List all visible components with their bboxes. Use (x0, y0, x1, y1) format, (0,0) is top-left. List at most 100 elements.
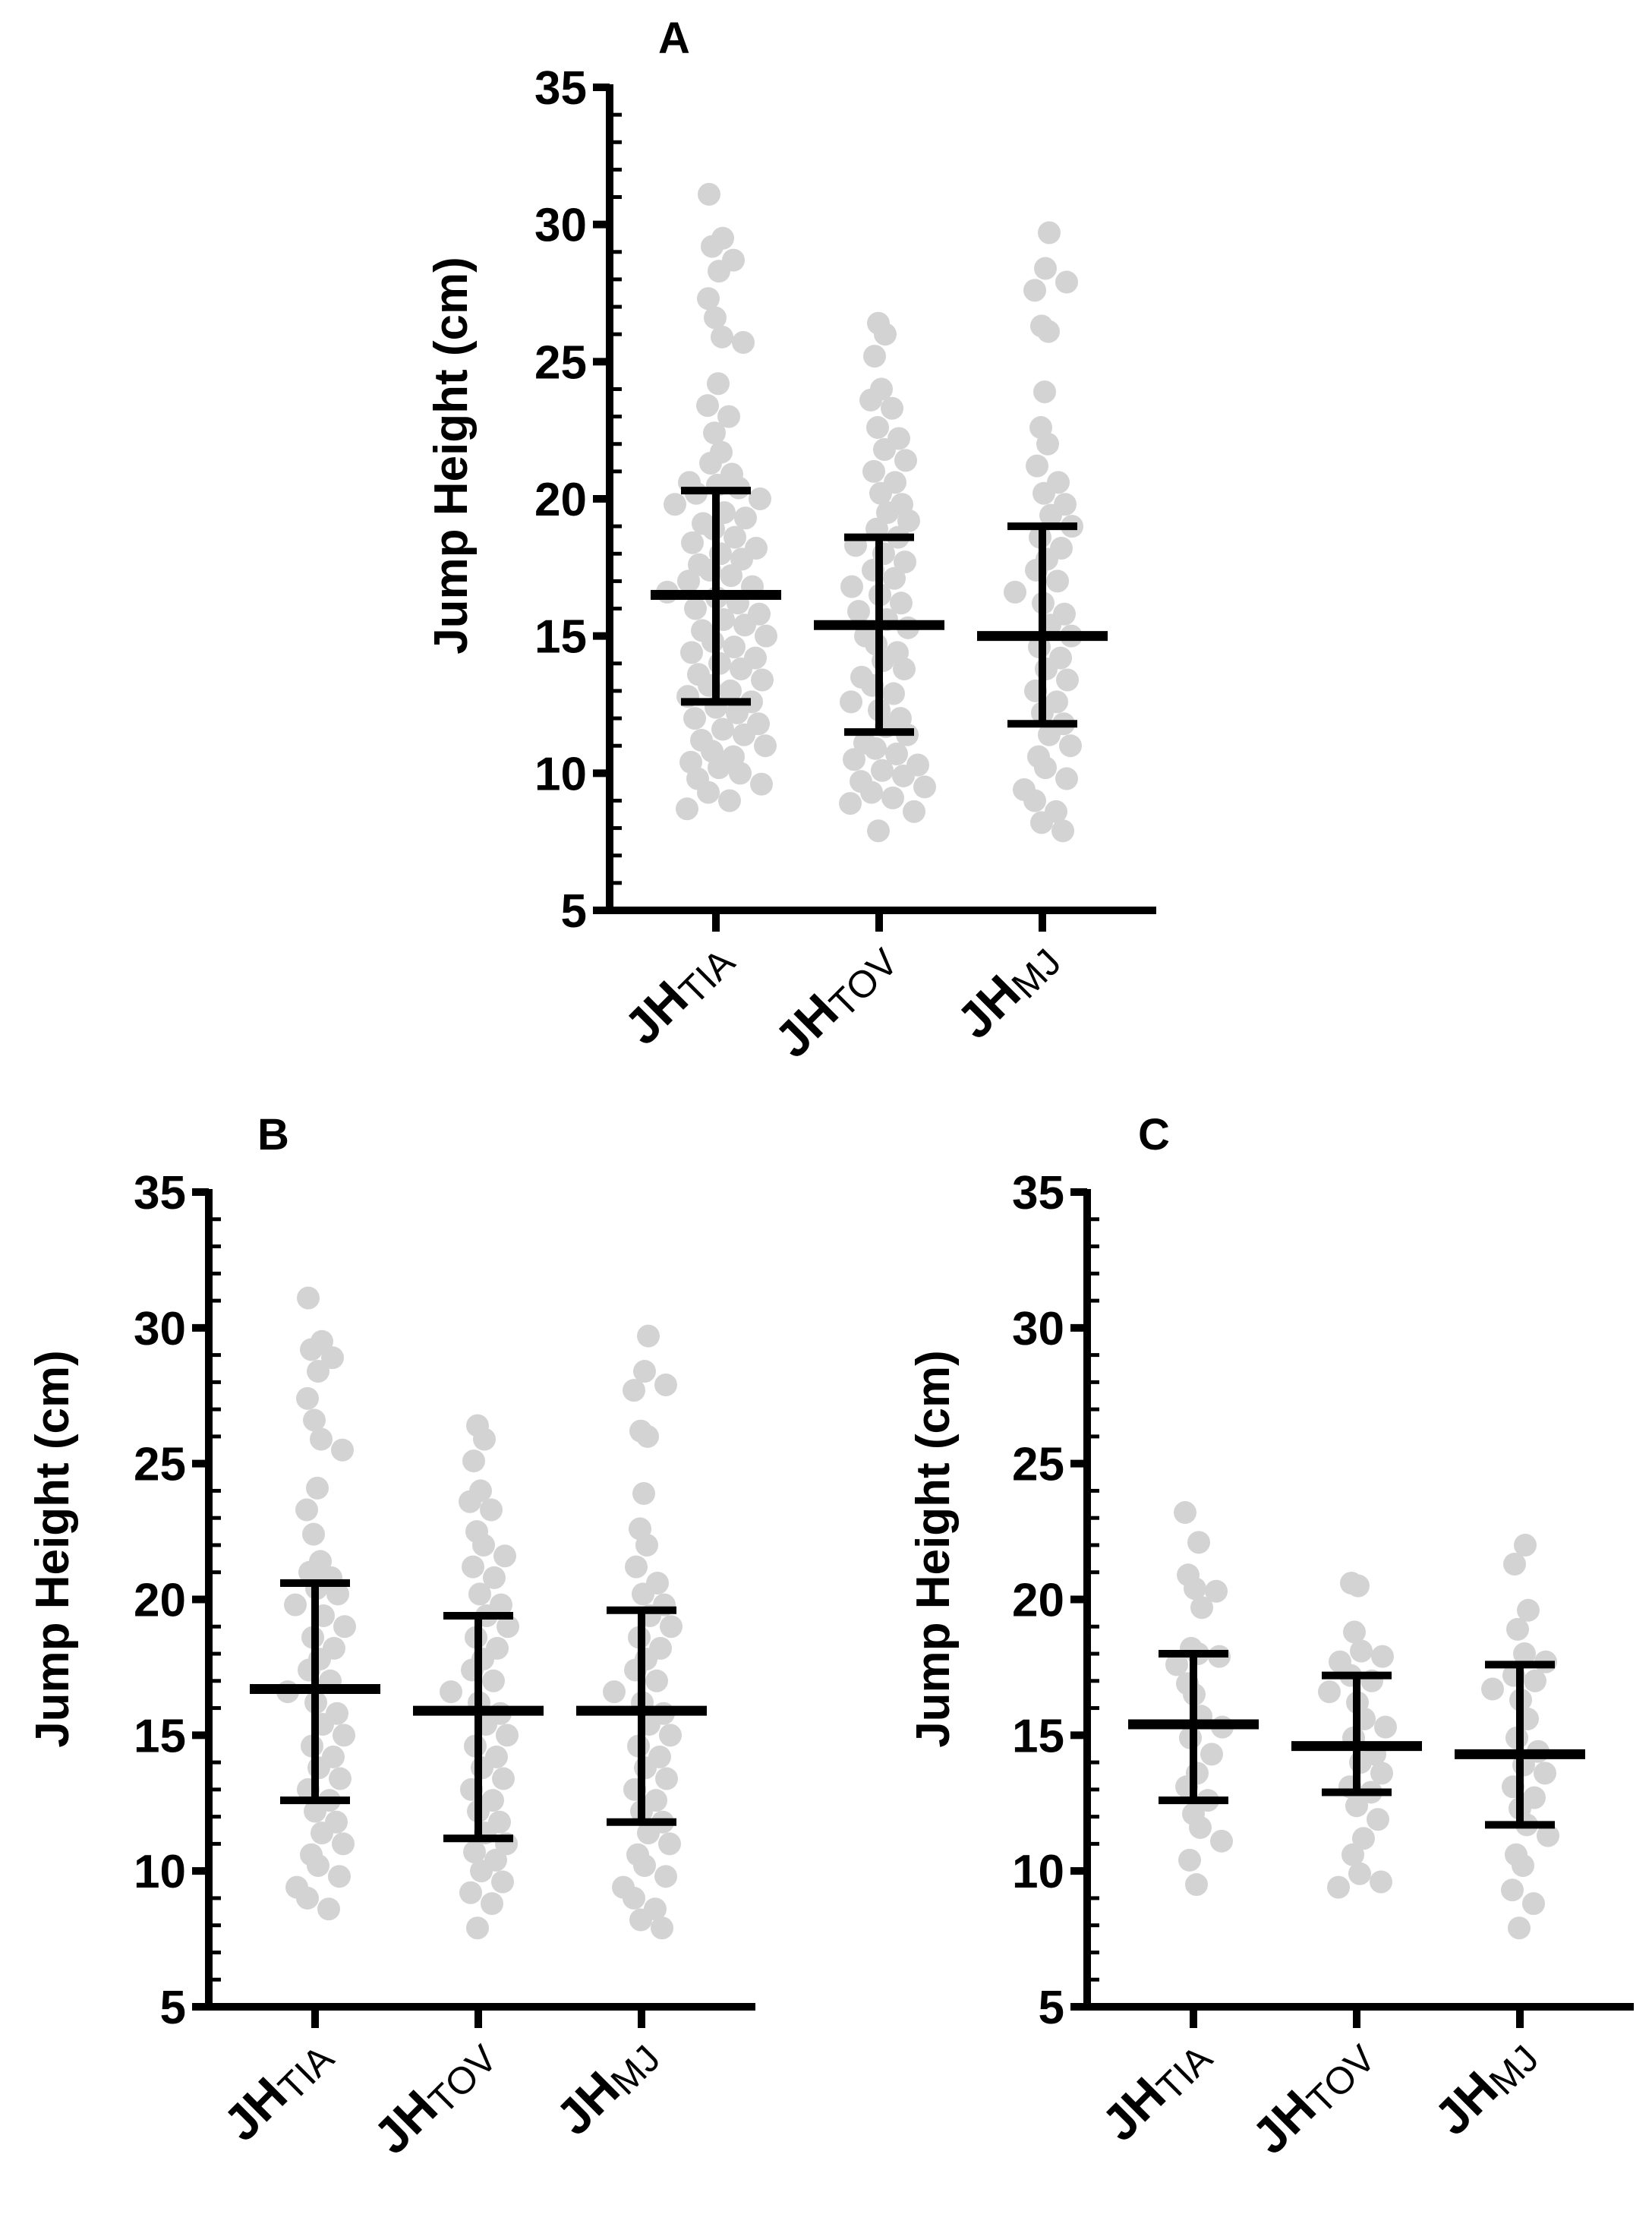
data-point (1374, 1715, 1397, 1739)
data-point (724, 525, 746, 549)
data-point (749, 487, 771, 510)
y-tick-label: 20 (1012, 1575, 1064, 1627)
data-point (302, 1522, 325, 1546)
data-point (840, 575, 863, 598)
y-tick-label: 25 (534, 336, 587, 389)
data-point (462, 1555, 484, 1579)
data-point (332, 1832, 355, 1856)
data-point (863, 345, 886, 368)
data-point (1165, 1653, 1188, 1676)
data-point (683, 707, 706, 730)
data-point (893, 658, 916, 681)
data-point (1026, 454, 1048, 478)
data-point (894, 550, 916, 574)
data-point (468, 1582, 491, 1606)
data-point (1034, 257, 1057, 280)
data-point (708, 756, 730, 780)
data-point (1522, 1892, 1545, 1916)
y-tick-label: 10 (1012, 1846, 1064, 1898)
data-point (890, 591, 913, 615)
data-point (1350, 1639, 1373, 1663)
data-point (492, 1767, 515, 1790)
data-point (625, 1555, 648, 1579)
data-point (1367, 1808, 1389, 1831)
y-tick-label: 35 (534, 62, 587, 115)
data-point (1327, 1875, 1350, 1899)
data-point (1037, 320, 1060, 343)
data-point (860, 781, 883, 804)
data-point (697, 781, 720, 804)
data-point (750, 772, 773, 796)
data-point (869, 481, 892, 505)
data-point (636, 1424, 659, 1448)
data-point (703, 421, 726, 445)
data-point (1352, 1827, 1375, 1850)
data-point (493, 1544, 516, 1568)
data-point (329, 1767, 352, 1790)
data-point (333, 1615, 356, 1639)
data-point (480, 1498, 503, 1522)
data-point (637, 1822, 660, 1845)
data-point (482, 1669, 505, 1692)
data-point (1481, 1677, 1504, 1701)
data-point (1023, 789, 1046, 812)
data-point (1371, 1645, 1394, 1668)
y-tick-label: 5 (561, 885, 587, 938)
data-point (1345, 1794, 1368, 1818)
data-point (466, 1916, 489, 1940)
y-axis-title-a: Jump Height (cm) (425, 257, 478, 654)
data-point (1508, 1916, 1531, 1940)
data-point (867, 819, 890, 843)
data-point (307, 1360, 329, 1383)
data-point (1055, 767, 1078, 790)
data-point (859, 388, 882, 412)
data-point (1039, 503, 1062, 527)
data-point (483, 1566, 506, 1589)
data-point (723, 636, 746, 659)
data-point (732, 331, 755, 355)
data-point (708, 260, 730, 283)
data-point (1205, 1579, 1228, 1603)
data-point (885, 743, 908, 766)
data-point (1004, 580, 1026, 604)
data-point (698, 182, 720, 206)
data-point (632, 1582, 654, 1606)
data-point (1513, 1642, 1536, 1666)
data-point (717, 405, 740, 428)
data-point (733, 723, 755, 746)
data-point (711, 325, 733, 349)
data-point (328, 1865, 351, 1888)
y-tick-label: 10 (134, 1846, 186, 1898)
data-point (321, 1346, 344, 1370)
data-point (660, 1615, 683, 1639)
data-point (659, 1724, 682, 1747)
data-point (755, 624, 777, 648)
y-axis-title-b: Jump Height (cm) (27, 1350, 79, 1748)
data-point (1023, 279, 1046, 302)
data-point (1503, 1553, 1526, 1576)
data-point (491, 1870, 514, 1894)
data-point (623, 1886, 645, 1910)
data-point (876, 501, 899, 525)
data-point (303, 1408, 326, 1432)
data-point (658, 1832, 681, 1856)
data-point (734, 506, 757, 530)
data-point (866, 416, 889, 440)
data-point (1343, 1620, 1366, 1644)
data-point (1200, 1743, 1223, 1766)
data-point (300, 1338, 323, 1361)
data-point (1055, 270, 1078, 294)
data-point (311, 1822, 333, 1845)
data-point (840, 690, 862, 714)
data-point (654, 1373, 677, 1396)
data-point (681, 531, 704, 554)
data-point (733, 613, 756, 637)
data-point (1033, 380, 1056, 404)
data-point (1051, 819, 1074, 843)
points-b (276, 1286, 683, 1940)
data-point (730, 658, 752, 681)
